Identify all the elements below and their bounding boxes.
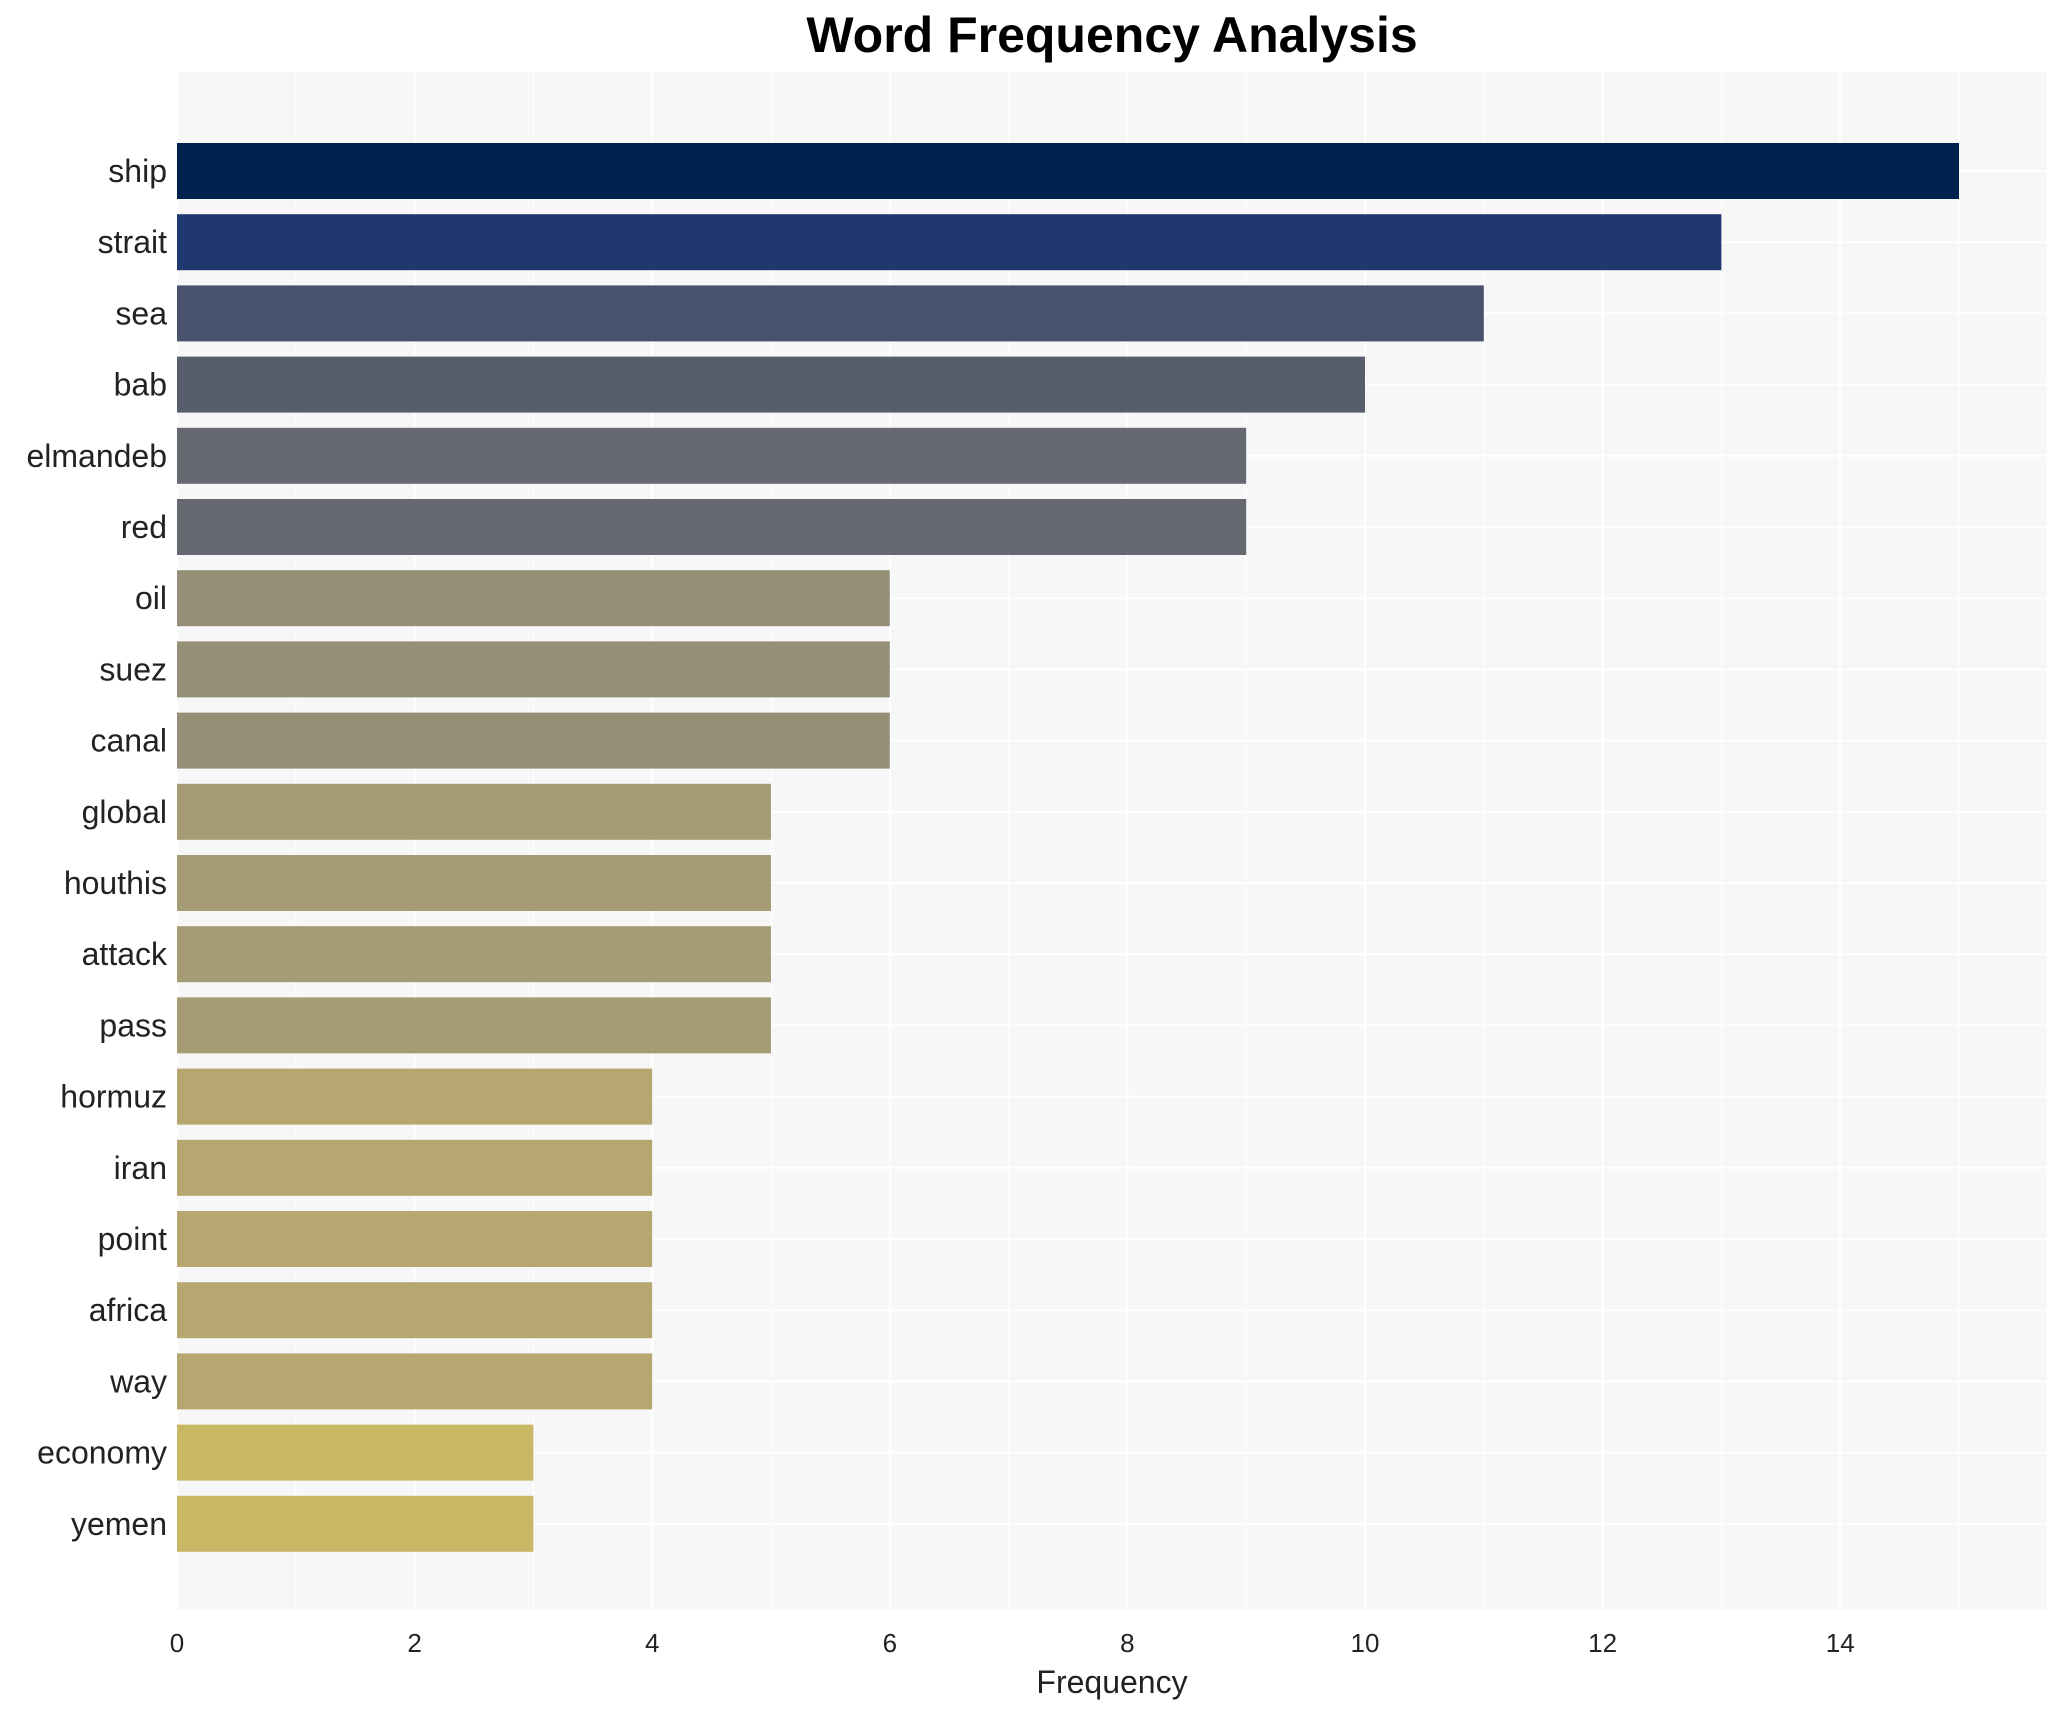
category-label: attack [82,936,168,972]
x-tick-label: 4 [645,1628,659,1658]
bar-yemen [177,1495,534,1552]
category-label: way [109,1363,167,1399]
bar-global [177,783,771,840]
x-axis-title: Frequency [1036,1664,1187,1700]
category-label: houthis [64,865,167,901]
category-label: economy [37,1435,167,1471]
x-tick-label: 10 [1351,1628,1380,1658]
x-tick-labels: 0 2 4 6 8 10 12 14 [170,1628,1855,1658]
category-label: suez [99,651,167,687]
x-tick-label: 2 [407,1628,421,1658]
bar-bab [177,356,1365,413]
bar-way [177,1353,653,1410]
category-label: ship [108,153,167,189]
category-label: africa [89,1292,167,1328]
bar-suez [177,641,890,698]
bar-hormuz [177,1068,653,1125]
category-label: yemen [71,1506,167,1542]
category-label: point [98,1221,168,1257]
bar-canal [177,712,890,769]
category-label: canal [91,723,168,759]
category-label: strait [98,224,167,260]
category-label: red [121,509,167,545]
chart-title: Word Frequency Analysis [806,7,1418,63]
x-tick-label: 12 [1588,1628,1617,1658]
bar-iran [177,1139,653,1196]
x-tick-label: 0 [170,1628,184,1658]
x-tick-label: 6 [883,1628,897,1658]
bar-houthis [177,855,771,911]
bar-ship [177,143,1959,199]
bar-point [177,1211,653,1267]
category-label: elmandeb [26,438,167,474]
category-labels: ship strait sea bab elmandeb red oil suez canal g… [26,153,168,1542]
category-label: global [82,794,167,830]
bar-strait [177,214,1722,271]
bars [177,143,1959,1552]
bar-economy [177,1424,534,1481]
bar-pass [177,997,771,1054]
bar-sea [177,285,1484,342]
bar-oil [177,570,890,627]
bar-attack [177,926,771,983]
category-label: pass [99,1007,167,1043]
x-tick-label: 14 [1826,1628,1855,1658]
x-tick-label: 8 [1120,1628,1134,1658]
bar-africa [177,1282,653,1339]
category-label: bab [114,367,167,403]
bar-elmandeb [177,427,1247,484]
category-label: sea [115,295,167,331]
category-label: oil [135,580,167,616]
category-label: hormuz [60,1079,167,1115]
bar-red [177,499,1247,555]
category-label: iran [114,1150,167,1186]
